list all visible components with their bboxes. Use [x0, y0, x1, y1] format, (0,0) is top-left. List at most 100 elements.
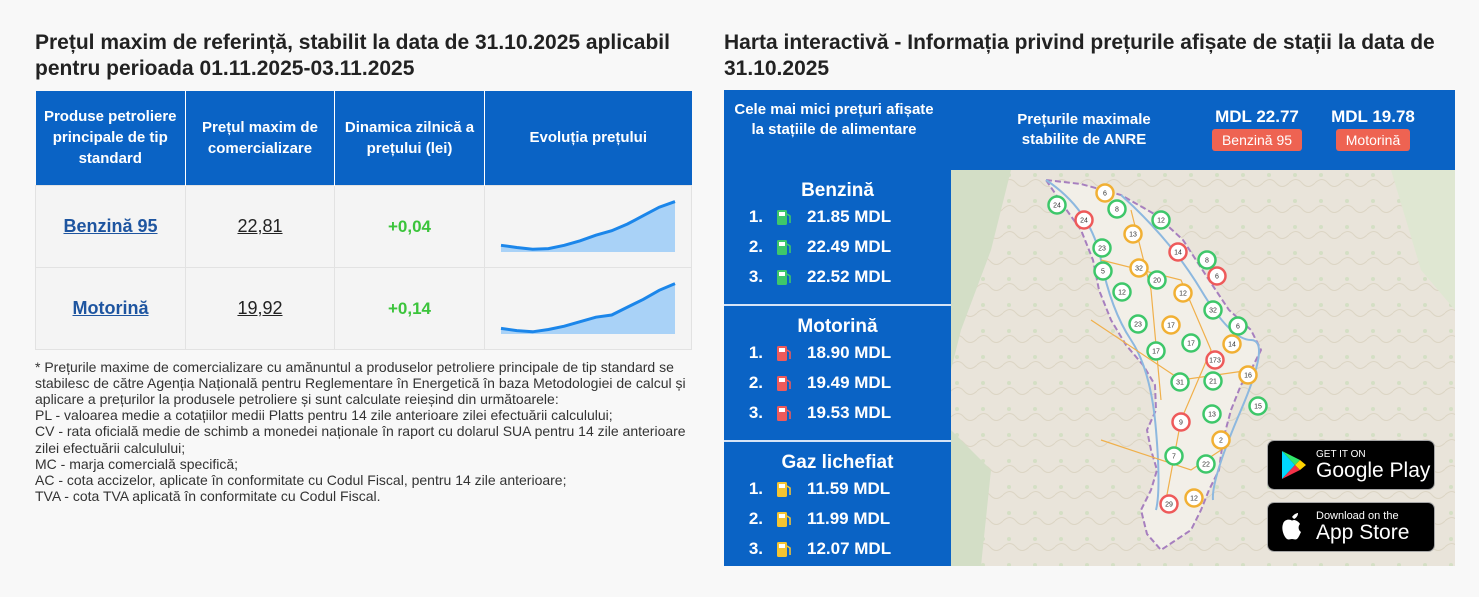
list-item[interactable]: 1. 11.59 MDL [724, 474, 951, 504]
station-marker-label: 5 [1101, 269, 1105, 276]
fuel-pump-icon [771, 374, 797, 392]
station-marker-label: 173 [1209, 358, 1221, 365]
station-marker-label: 7 [1172, 454, 1176, 461]
station-marker: 12 [1173, 283, 1193, 303]
station-marker-label: 21 [1209, 379, 1217, 386]
station-marker-label: 17 [1187, 341, 1195, 348]
table-row: Motorină 19,92 +0,14 [35, 266, 692, 350]
apple-icon [1282, 513, 1301, 540]
station-marker-label: 12 [1179, 291, 1187, 298]
price-value: 19.49 MDL [807, 373, 892, 392]
anre-benzina-badge: Benzină 95 [1211, 129, 1303, 151]
station-marker-label: 12 [1157, 218, 1165, 225]
trend-sparkline-benzina[interactable] [485, 186, 691, 262]
station-marker-label: 8 [1115, 207, 1119, 214]
list-item[interactable]: 1. 21.85 MDL [724, 202, 951, 232]
fuel-pump-icon [771, 238, 797, 256]
price-value: 18.90 MDL [807, 343, 892, 362]
trend-area [501, 283, 675, 334]
note-line: CV - rata oficială medie de schimb a mon… [35, 423, 686, 456]
trend-cell [484, 266, 692, 350]
list-item[interactable]: 3. 12.07 MDL [724, 534, 951, 564]
station-marker: 5 [1093, 261, 1113, 281]
fuel-pump-icon [771, 540, 797, 558]
station-marker: 22 [1196, 454, 1216, 474]
rank: 1. [748, 207, 763, 226]
station-marker: 173 [1205, 350, 1225, 370]
station-marker-label: 24 [1053, 203, 1061, 210]
category-motorina: Motorină 1. 18.90 MDL 2. 19.49 MDL 3. 19.53… [724, 306, 951, 428]
stations-map[interactable]: 24 6 24 8 12 13 23 14 5 32 20 12 6 12 8 32 23 17 6 17 17 14 17… [951, 170, 1455, 566]
station-marker: 14 [1168, 242, 1188, 262]
category-benzina: Benzină 1. 21.85 MDL 2. 22.49 MDL 3. 22.52 … [724, 170, 951, 292]
note-line: TVA - cota TVA aplicată în conformitate … [35, 488, 381, 505]
station-marker-label: 32 [1209, 308, 1217, 315]
list-item[interactable]: 1. 18.90 MDL [724, 338, 951, 368]
station-marker-label: 23 [1134, 322, 1142, 329]
daily-delta-motorina: +0,14 [387, 298, 431, 318]
forest-area [951, 430, 991, 566]
product-link-benzina[interactable]: Benzină 95 [63, 215, 158, 236]
price-value: 11.59 MDL [807, 479, 891, 498]
anre-price-motorina: MDL 19.78 Motorină [1326, 107, 1420, 151]
station-marker: 14 [1222, 334, 1242, 354]
station-marker-label: 14 [1174, 250, 1182, 257]
station-marker: 17 [1181, 333, 1201, 353]
max-price-benzina[interactable]: 22,81 [237, 215, 283, 236]
product-link-motorina[interactable]: Motorină [72, 297, 149, 318]
station-marker: 9 [1171, 412, 1191, 432]
note-line: * Prețurile maxime de comercializare cu … [35, 358, 686, 407]
fuel-pump-icon [771, 510, 797, 528]
list-item[interactable]: 3. 19.53 MDL [724, 398, 951, 428]
station-marker-label: 29 [1165, 502, 1173, 509]
price-value: 22.49 MDL [807, 237, 892, 256]
price-cell: 22,81 [185, 184, 335, 268]
station-marker: 8 [1197, 250, 1217, 270]
right-panel: Harta interactivă - Informația privind p… [724, 30, 1455, 566]
list-item[interactable]: 2. 19.49 MDL [724, 368, 951, 398]
header-max-price: Prețul maxim de comercializare [185, 91, 335, 185]
anre-max-label: Prețurile maximale stabilite de ANRE [1017, 111, 1151, 148]
price-table: Produse petroliere principale de tip sta… [35, 91, 692, 350]
price-value: 22.52 MDL [807, 267, 892, 286]
forest-area [1391, 170, 1455, 310]
delta-cell: +0,04 [334, 184, 485, 268]
list-item[interactable]: 2. 22.49 MDL [724, 232, 951, 262]
product-cell: Motorină [35, 266, 186, 350]
price-cell: 19,92 [185, 266, 335, 350]
trend-sparkline-motorina[interactable] [485, 268, 691, 344]
app-store-button[interactable]: Download on the App Store [1267, 502, 1435, 552]
station-marker: 32 [1203, 300, 1223, 320]
google-play-button[interactable]: GET IT ON Google Play [1267, 440, 1435, 490]
rank: 2. [748, 509, 763, 528]
table-row: Benzină 95 22,81 +0,04 [35, 184, 692, 268]
delta-cell: +0,14 [334, 266, 485, 350]
anre-benzina-value: MDL 22.77 [1215, 107, 1299, 126]
header-products: Produse petroliere principale de tip sta… [35, 91, 186, 185]
fuel-pump-icon [771, 344, 797, 362]
divider [724, 440, 951, 442]
max-price-motorina[interactable]: 19,92 [237, 297, 283, 318]
trend-area [501, 201, 675, 252]
station-marker-label: 6 [1215, 274, 1219, 281]
station-marker: 23 [1128, 314, 1148, 334]
station-marker: 12 [1112, 282, 1132, 302]
app-store-top: Download on the [1316, 510, 1399, 522]
price-value: 21.85 MDL [807, 207, 892, 226]
station-marker: 12 [1184, 488, 1204, 508]
station-marker-label: 15 [1254, 404, 1262, 411]
note-line: AC - cota accizelor, aplicate în conform… [35, 471, 567, 488]
google-play-icon [1282, 451, 1306, 479]
station-marker: 20 [1147, 270, 1167, 290]
rank: 1. [748, 479, 763, 498]
station-marker: 16 [1238, 365, 1258, 385]
station-marker-label: 17 [1152, 349, 1160, 356]
category-gaz-lichefiat: Gaz lichefiat 1. 11.59 MDL 2. 11.99 MDL 3.… [724, 442, 951, 564]
list-item[interactable]: 3. 22.52 MDL [724, 262, 951, 292]
note-line: MC - marja comercială specifică; [35, 455, 239, 472]
station-marker: 23 [1092, 238, 1112, 258]
list-item[interactable]: 2. 11.99 MDL [724, 504, 951, 534]
anre-motorina-badge: Motorină [1335, 129, 1411, 151]
station-marker-label: 24 [1080, 218, 1088, 225]
